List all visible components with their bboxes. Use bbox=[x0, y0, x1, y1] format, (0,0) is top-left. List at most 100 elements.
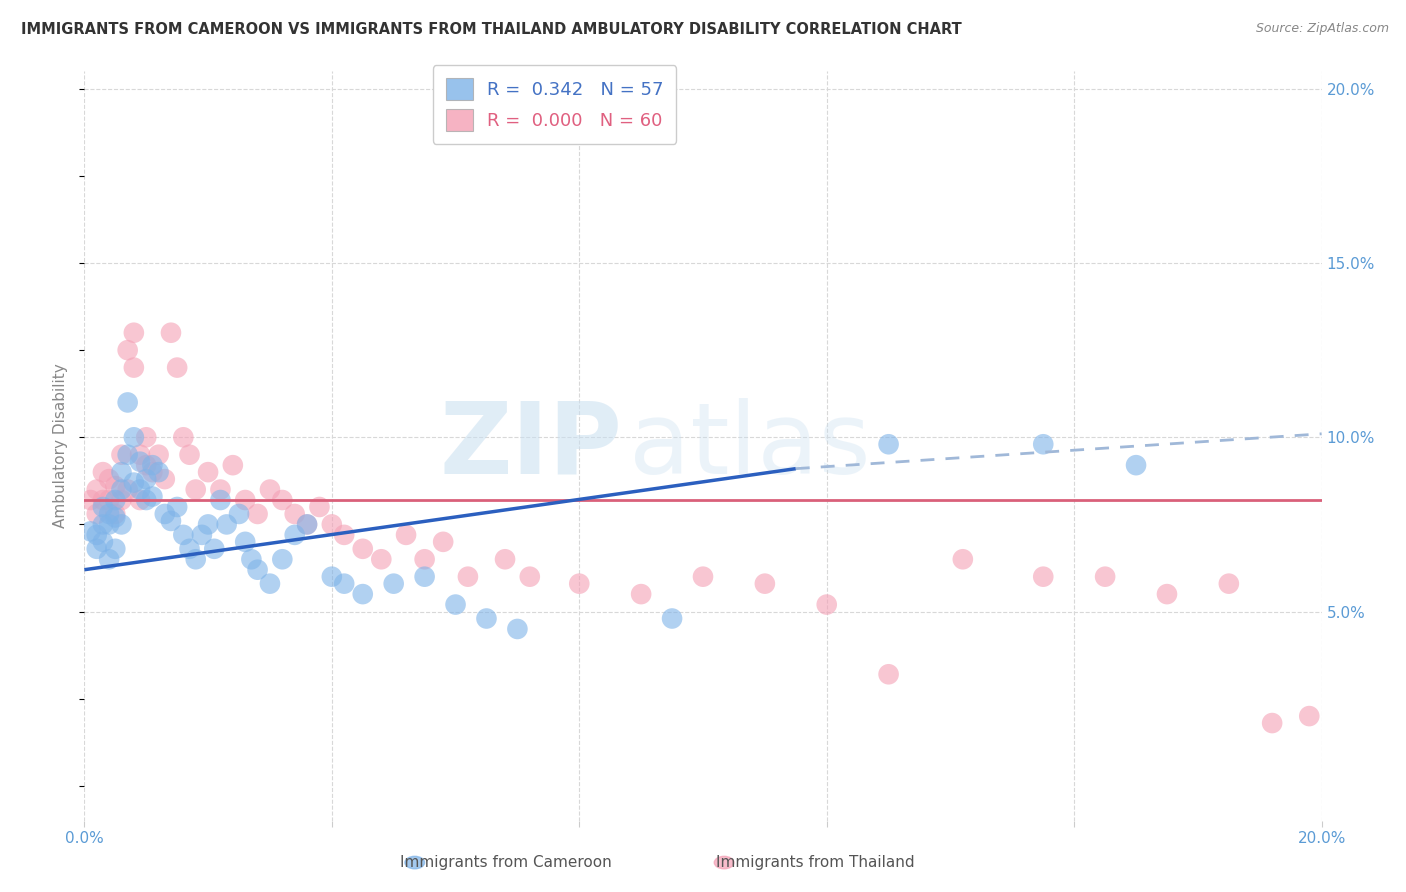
Text: ZIP: ZIP bbox=[440, 398, 623, 494]
Point bbox=[117, 395, 139, 409]
Point bbox=[129, 483, 152, 497]
Point bbox=[1032, 570, 1054, 584]
Point bbox=[1218, 576, 1240, 591]
Point bbox=[222, 458, 245, 472]
Point bbox=[815, 598, 838, 612]
Point bbox=[91, 465, 114, 479]
Point bbox=[209, 483, 232, 497]
Point bbox=[321, 517, 343, 532]
Point bbox=[122, 326, 145, 340]
Point bbox=[202, 541, 225, 556]
Point bbox=[104, 541, 127, 556]
Point bbox=[104, 479, 127, 493]
Point bbox=[444, 598, 467, 612]
Point bbox=[754, 576, 776, 591]
Point bbox=[135, 472, 157, 486]
Point bbox=[110, 465, 132, 479]
Point bbox=[98, 517, 121, 532]
Point bbox=[413, 570, 436, 584]
Point bbox=[413, 552, 436, 566]
Point bbox=[98, 507, 121, 521]
Point bbox=[104, 493, 127, 508]
Point bbox=[661, 611, 683, 625]
Point bbox=[506, 622, 529, 636]
Point bbox=[321, 570, 343, 584]
Point bbox=[352, 587, 374, 601]
Point bbox=[308, 500, 330, 514]
Point bbox=[110, 483, 132, 497]
Point bbox=[233, 493, 256, 508]
Point bbox=[179, 448, 201, 462]
Point bbox=[104, 510, 127, 524]
Point bbox=[209, 493, 232, 508]
Point bbox=[153, 472, 176, 486]
Point bbox=[333, 528, 356, 542]
Point bbox=[1156, 587, 1178, 601]
Point bbox=[1125, 458, 1147, 472]
Point bbox=[215, 517, 238, 532]
Point bbox=[259, 483, 281, 497]
Point bbox=[382, 576, 405, 591]
Point bbox=[494, 552, 516, 566]
Point bbox=[98, 493, 121, 508]
Point bbox=[246, 563, 269, 577]
Point bbox=[110, 517, 132, 532]
Point bbox=[191, 528, 214, 542]
Point bbox=[135, 430, 157, 444]
Point bbox=[86, 507, 108, 521]
Point bbox=[153, 507, 176, 521]
Point bbox=[952, 552, 974, 566]
Point bbox=[877, 667, 900, 681]
Point bbox=[457, 570, 479, 584]
Point bbox=[166, 360, 188, 375]
Text: Immigrants from Cameroon: Immigrants from Cameroon bbox=[401, 855, 612, 870]
Point bbox=[117, 343, 139, 358]
Point bbox=[172, 528, 194, 542]
Point bbox=[271, 552, 294, 566]
Point bbox=[135, 458, 157, 472]
Point bbox=[284, 528, 307, 542]
Point bbox=[117, 483, 139, 497]
Point bbox=[370, 552, 392, 566]
Point bbox=[98, 472, 121, 486]
Point bbox=[1261, 716, 1284, 731]
Point bbox=[160, 326, 183, 340]
Point bbox=[197, 465, 219, 479]
Point bbox=[98, 552, 121, 566]
Point bbox=[877, 437, 900, 451]
Y-axis label: Ambulatory Disability: Ambulatory Disability bbox=[53, 364, 69, 528]
Legend: R =  0.342   N = 57, R =  0.000   N = 60: R = 0.342 N = 57, R = 0.000 N = 60 bbox=[433, 65, 676, 144]
Point bbox=[166, 500, 188, 514]
Point bbox=[184, 552, 207, 566]
Point bbox=[135, 493, 157, 508]
Point bbox=[91, 517, 114, 532]
Point bbox=[179, 541, 201, 556]
Point bbox=[104, 507, 127, 521]
Point bbox=[333, 576, 356, 591]
Point bbox=[141, 465, 163, 479]
Point bbox=[184, 483, 207, 497]
Point bbox=[110, 493, 132, 508]
Point bbox=[122, 430, 145, 444]
Point bbox=[519, 570, 541, 584]
Point bbox=[110, 448, 132, 462]
Point bbox=[352, 541, 374, 556]
Point bbox=[228, 507, 250, 521]
Point bbox=[295, 517, 318, 532]
Point bbox=[240, 552, 263, 566]
Point bbox=[79, 524, 101, 539]
Point bbox=[91, 534, 114, 549]
Point bbox=[1032, 437, 1054, 451]
Text: Source: ZipAtlas.com: Source: ZipAtlas.com bbox=[1256, 22, 1389, 36]
Point bbox=[86, 483, 108, 497]
Point bbox=[197, 517, 219, 532]
Point bbox=[122, 360, 145, 375]
Point bbox=[91, 500, 114, 514]
Point bbox=[475, 611, 498, 625]
Point bbox=[141, 490, 163, 504]
Point bbox=[129, 455, 152, 469]
Point bbox=[129, 493, 152, 508]
Point bbox=[79, 493, 101, 508]
Point bbox=[1094, 570, 1116, 584]
Point bbox=[172, 430, 194, 444]
